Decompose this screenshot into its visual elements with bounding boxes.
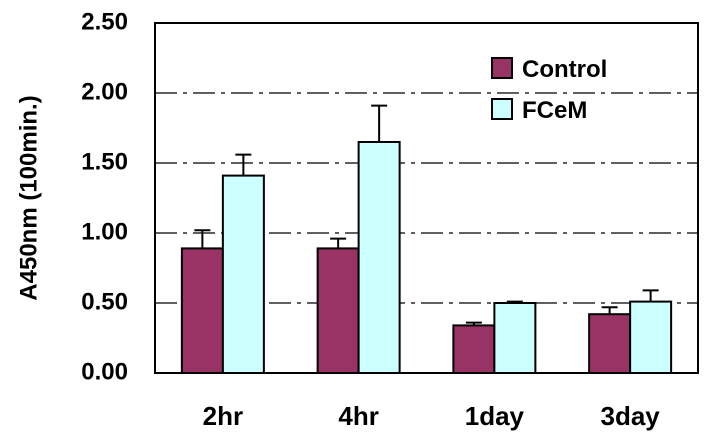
bar-fcem-1day [493, 302, 537, 374]
legend-label-fcem: FCeM [522, 97, 587, 124]
legend-swatch-fcem [491, 98, 513, 120]
x-category-label: 3day [600, 401, 660, 431]
y-tick-label: 0.00 [81, 358, 128, 385]
legend-swatch-control [491, 57, 513, 79]
bar-fcem-4hr [357, 141, 401, 374]
legend: Control FCeM [491, 56, 607, 124]
plot-area-frame [154, 22, 699, 374]
bar-control-2hr [180, 247, 224, 374]
bar-fcem-3day [629, 300, 673, 375]
legend-label-control: Control [522, 56, 607, 83]
x-category-label: 4hr [338, 401, 378, 431]
y-tick-label: 0.50 [81, 288, 128, 315]
y-tick-label: 2.00 [81, 78, 128, 105]
y-axis-label: A450nm (100min.) [15, 95, 42, 300]
bar-control-1day [452, 324, 496, 374]
bar-control-4hr [316, 247, 360, 374]
x-category-label: 2hr [203, 401, 243, 431]
x-axis-categories: 2hr 4hr 1day 3day [203, 401, 661, 431]
y-tick-label: 1.50 [81, 148, 128, 175]
bar-fcem-2hr [221, 174, 265, 374]
y-tick-label: 1.00 [81, 218, 128, 245]
bars [180, 141, 673, 375]
y-tick-label: 2.50 [81, 8, 128, 35]
bar-control-3day [588, 313, 632, 375]
y-axis-ticks: 0.00 0.50 1.00 1.50 2.00 2.50 [81, 8, 128, 385]
error-bars [194, 104, 659, 326]
x-category-label: 1day [465, 401, 525, 431]
